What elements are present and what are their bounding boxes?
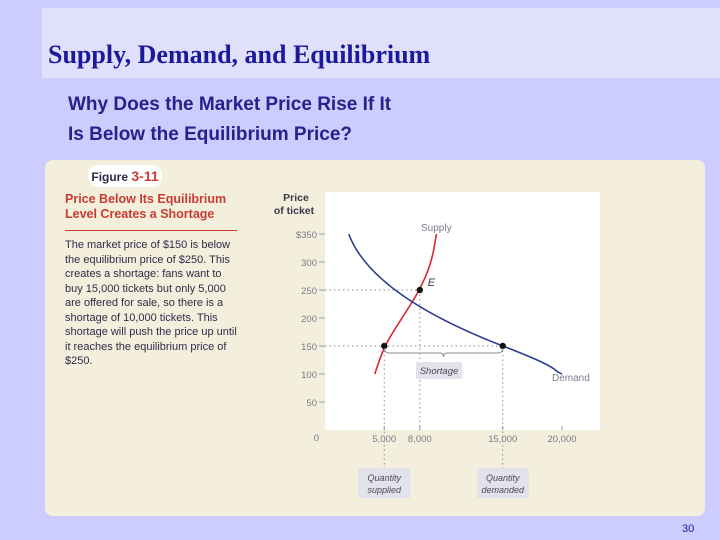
- demand-point-at-market-price: [499, 342, 506, 350]
- y-tick-label: 200: [301, 314, 317, 325]
- x-tick-label: 15,000: [488, 434, 517, 445]
- quantity-supplied-label-line1: Quantity: [367, 473, 401, 483]
- x-tick-label: 5,000: [372, 434, 396, 445]
- shortage-bracket: [383, 347, 504, 358]
- y-tick-label: 300: [301, 258, 317, 269]
- quantity-demanded-label-line2: demanded: [481, 485, 525, 495]
- y-tick-label: 50: [306, 398, 317, 409]
- quantity-supplied-tag: [358, 468, 411, 498]
- x-tick-label: 20,000: [547, 434, 576, 445]
- figure-number: 3-11: [131, 168, 159, 184]
- title-band: [42, 8, 720, 78]
- quantity-demanded-tag: [476, 468, 529, 498]
- figure-caption: The market price of $150 is below the eq…: [65, 239, 237, 367]
- quantity-supplied-label-line2: supplied: [367, 485, 402, 495]
- y-tick-label: 150: [301, 342, 317, 353]
- figure-label: Figure: [91, 170, 129, 184]
- subtitle-line-1: Why Does the Market Price Rise If It: [68, 94, 392, 115]
- figure-heading: Price Below Its Equilibrium Level Create…: [65, 192, 227, 221]
- page-number: 30: [682, 523, 695, 535]
- equilibrium-point: [416, 286, 423, 294]
- y-tick-label: $350: [296, 230, 317, 241]
- shortage-label: Shortage: [420, 366, 459, 377]
- y-tick-label: 100: [301, 370, 317, 381]
- supply-curve: [374, 233, 438, 375]
- y-axis-label-line1: Price: [283, 192, 309, 204]
- demand-label: Demand: [552, 373, 590, 384]
- subtitle-line-2: Is Below the Equilibrium Price?: [68, 124, 352, 145]
- figure-heading-rule: [65, 230, 237, 231]
- slide-title: Supply, Demand, and Equilibrium: [48, 40, 431, 69]
- plot-area: [325, 192, 600, 430]
- supply-label: Supply: [421, 223, 452, 234]
- demand-curve: [347, 233, 563, 375]
- supply-point-at-market-price: [381, 342, 388, 350]
- quantity-demanded-label-line1: Quantity: [486, 473, 520, 483]
- y-axis-label-line2: of ticket: [274, 205, 315, 217]
- figure-badge: Figure 3-11: [88, 165, 162, 187]
- x-tick-label: 8,000: [408, 434, 432, 445]
- y-tick-label: 250: [301, 286, 317, 297]
- shortage-tag: [416, 362, 462, 379]
- slide-subtitle: Why Does the Market Price Rise If It Is …: [68, 90, 391, 150]
- equilibrium-label: E: [428, 277, 436, 289]
- y-tick-label: 0: [314, 433, 319, 444]
